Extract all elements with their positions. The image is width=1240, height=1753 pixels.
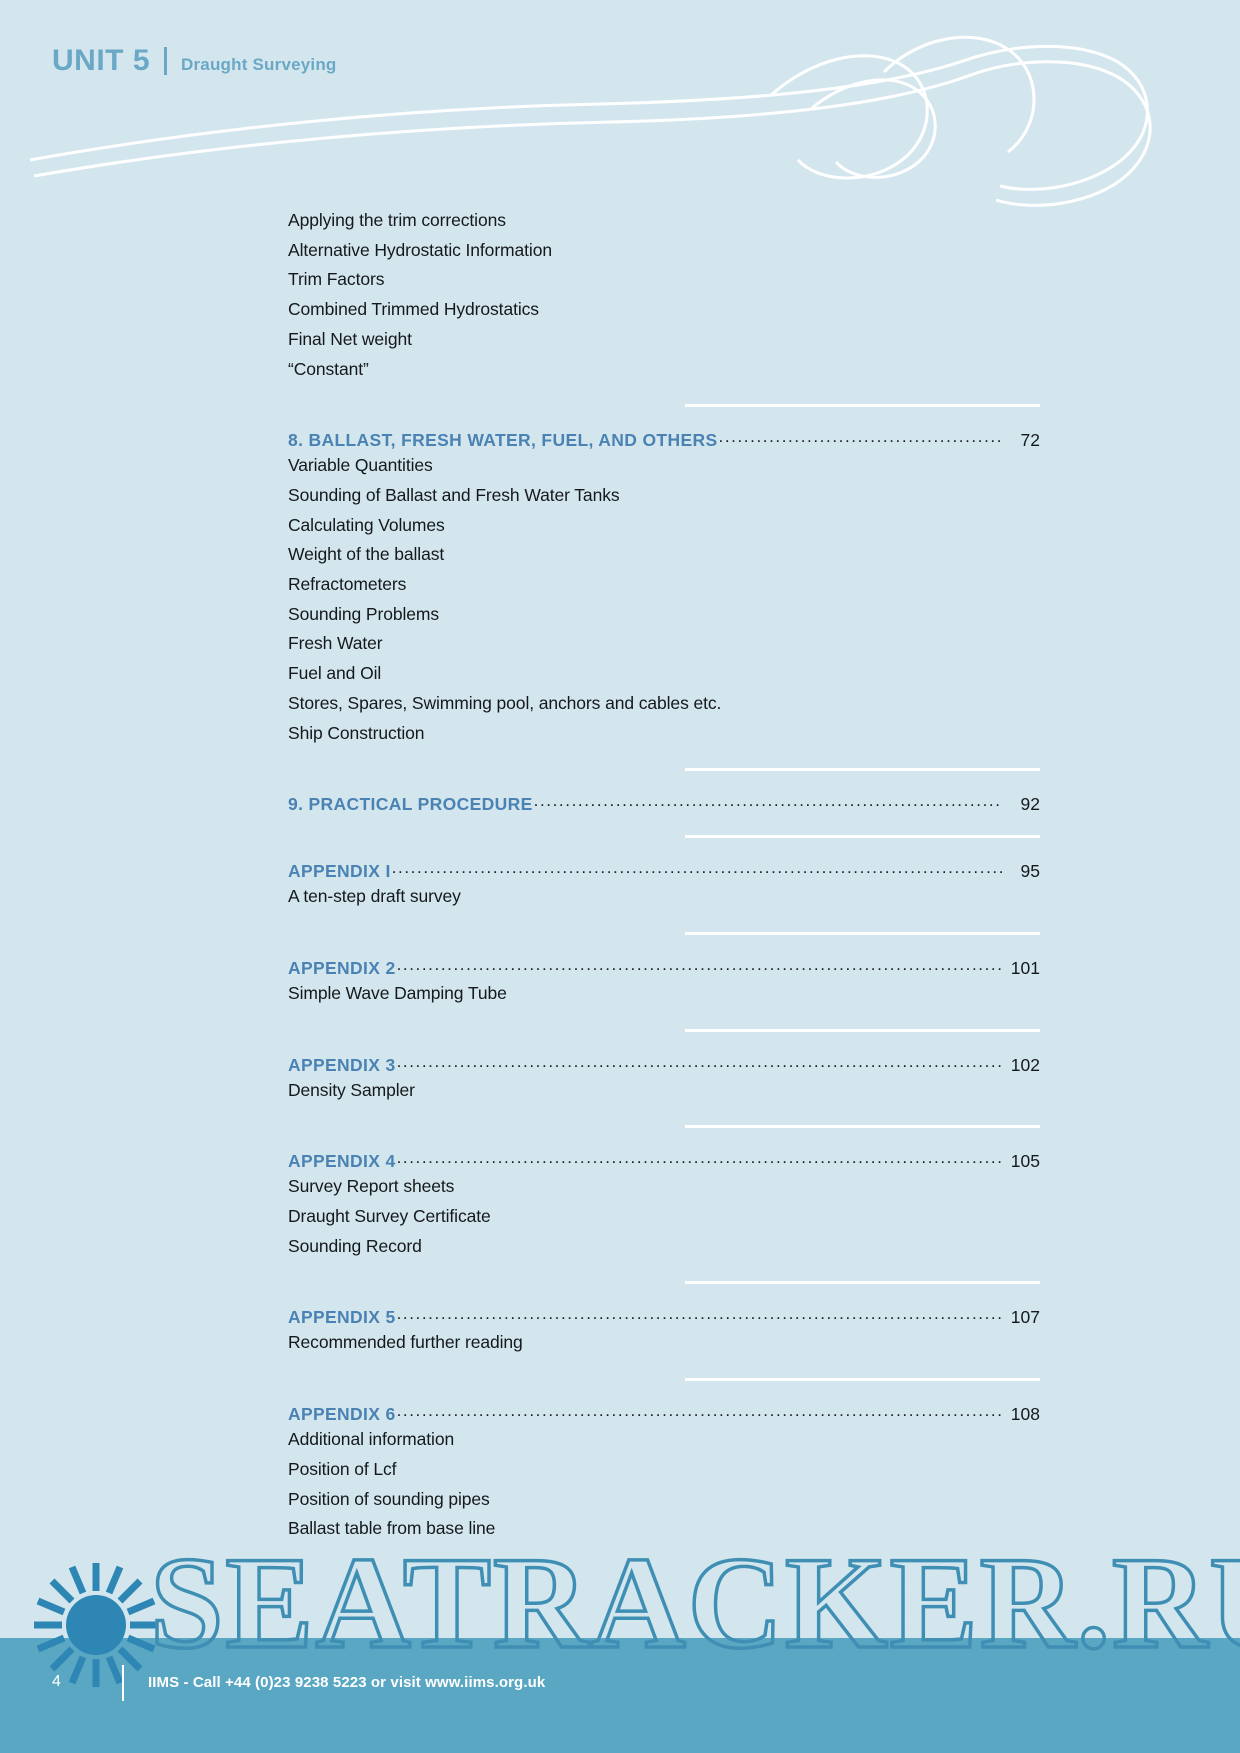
toc-sub-item[interactable]: Survey Report sheets — [288, 1176, 455, 1197]
toc-sub-item[interactable]: A ten-step draft survey — [288, 886, 461, 907]
toc-section-title: APPENDIX 5 — [288, 1307, 396, 1328]
toc-page-number: 108 — [1010, 1404, 1040, 1425]
dot-leader — [397, 1403, 1002, 1420]
toc-section-row[interactable]: APPENDIX 4 105 — [288, 1150, 1040, 1172]
dot-leader — [397, 1150, 1002, 1167]
section-rule — [685, 1281, 1040, 1285]
spacer — [288, 1105, 1040, 1125]
toc-sub-item[interactable]: Applying the trim corrections — [288, 210, 506, 230]
dot-leader — [397, 1054, 1002, 1071]
spacer — [288, 407, 1040, 429]
toc-section-row[interactable]: APPENDIX 3 102 — [288, 1054, 1040, 1076]
spacer — [288, 1261, 1040, 1281]
spacer — [288, 1381, 1040, 1403]
toc-sub-item[interactable]: Combined Trimmed Hydrostatics — [288, 299, 539, 320]
page-header: UNIT 5 Draught Surveying — [52, 44, 337, 78]
spacer — [288, 748, 1040, 768]
spacer — [288, 935, 1040, 957]
toc-page-number: 92 — [1020, 794, 1040, 815]
toc-page-number: 105 — [1010, 1151, 1040, 1172]
unit-label: UNIT 5 — [52, 44, 151, 77]
section-rule — [685, 1028, 1040, 1032]
toc-sub-item[interactable]: Sounding of Ballast and Fresh Water Tank… — [288, 484, 620, 505]
toc-section-title: APPENDIX 4 — [288, 1151, 396, 1172]
unit-subtitle: Draught Surveying — [181, 55, 337, 74]
toc-sub-item[interactable]: Variable Quantities — [288, 455, 433, 476]
toc-sub-item[interactable]: Ship Construction — [288, 722, 425, 743]
toc-sub-item[interactable]: Recommended further reading — [288, 1332, 523, 1353]
toc-section-title: APPENDIX 6 — [288, 1404, 396, 1425]
toc-sub-item[interactable]: Sounding Record — [288, 1235, 422, 1256]
toc-sub-item[interactable]: Refractometers — [288, 574, 407, 595]
toc-sub-item[interactable]: Weight of the ballast — [288, 544, 445, 565]
toc-section-title: APPENDIX 3 — [288, 1054, 396, 1075]
toc-page-number: 72 — [1020, 430, 1040, 451]
toc-sub-item[interactable]: Additional information — [288, 1429, 455, 1450]
section-rule — [685, 404, 1040, 408]
section-rule — [685, 768, 1040, 772]
toc-section-row[interactable]: APPENDIX 5 107 — [288, 1306, 1040, 1328]
section-rule — [685, 835, 1040, 839]
toc-page-number: 95 — [1020, 861, 1040, 882]
toc-page-number: 107 — [1010, 1307, 1040, 1328]
section-rule — [685, 1378, 1040, 1382]
toc-section-row[interactable]: APPENDIX 6 108 — [288, 1403, 1040, 1425]
spacer — [288, 771, 1040, 793]
spacer — [288, 838, 1040, 860]
section-rule — [685, 931, 1040, 935]
toc-sub-item[interactable]: Stores, Spares, Swimming pool, anchors a… — [288, 692, 722, 713]
header-divider — [164, 47, 168, 75]
toc-sub-item[interactable]: Trim Factors — [288, 269, 385, 290]
spacer — [288, 912, 1040, 932]
toc-section-title: 8. BALLAST, FRESH WATER, FUEL, AND OTHER… — [288, 430, 718, 451]
sun-logo-icon — [34, 1563, 158, 1687]
dot-leader — [534, 793, 1002, 810]
toc-sub-item[interactable]: Position of Lcf — [288, 1458, 397, 1479]
dot-leader — [392, 860, 1002, 877]
toc-sub-item[interactable]: Calculating Volumes — [288, 514, 445, 535]
toc-sub-item[interactable]: Simple Wave Damping Tube — [288, 982, 507, 1003]
toc-sub-item[interactable]: Alternative Hydrostatic Information — [288, 239, 552, 260]
toc-section-title: APPENDIX I — [288, 861, 391, 882]
spacer — [288, 1284, 1040, 1306]
toc-sub-item[interactable]: Ballast table from base line — [288, 1518, 496, 1539]
toc-section-row[interactable]: 8. BALLAST, FRESH WATER, FUEL, AND OTHER… — [288, 429, 1040, 451]
spacer — [288, 815, 1040, 835]
dot-leader — [397, 1306, 1002, 1323]
dot-leader — [719, 429, 1003, 446]
spacer — [288, 1032, 1040, 1054]
toc-sub-item[interactable]: Fresh Water — [288, 633, 383, 654]
toc-sub-item[interactable]: “Constant” — [288, 358, 369, 379]
footer-page-number: 4 — [52, 1673, 61, 1690]
toc-sub-item[interactable]: Sounding Problems — [288, 603, 440, 624]
spacer — [288, 384, 1040, 404]
footer-band — [0, 1638, 1240, 1753]
toc-section-title: APPENDIX 2 — [288, 957, 396, 978]
toc-section-row[interactable]: APPENDIX I 95 — [288, 860, 1040, 882]
toc-sub-item[interactable]: Position of sounding pipes — [288, 1488, 490, 1509]
spacer — [288, 1358, 1040, 1378]
dot-leader — [397, 957, 1002, 974]
spacer — [288, 1128, 1040, 1150]
footer-divider — [122, 1665, 124, 1701]
toc-sub-item[interactable]: Density Sampler — [288, 1079, 415, 1100]
footer-contact: IIMS - Call +44 (0)23 9238 5223 or visit… — [148, 1674, 546, 1691]
toc-section-row[interactable]: 9. PRACTICAL PROCEDURE 92 — [288, 793, 1040, 815]
toc-section-title: 9. PRACTICAL PROCEDURE — [288, 794, 533, 815]
toc-page-number: 102 — [1010, 1054, 1040, 1075]
toc-sub-item[interactable]: Fuel and Oil — [288, 663, 382, 684]
section-rule — [685, 1125, 1040, 1129]
toc-page-number: 101 — [1010, 957, 1040, 978]
toc-section-row[interactable]: APPENDIX 2 101 — [288, 957, 1040, 979]
spacer — [288, 1009, 1040, 1029]
toc-sub-item[interactable]: Final Net weight — [288, 328, 412, 349]
table-of-contents: Applying the trim corrections Alternative… — [288, 206, 1040, 1544]
toc-sub-item[interactable]: Draught Survey Certificate — [288, 1206, 491, 1227]
